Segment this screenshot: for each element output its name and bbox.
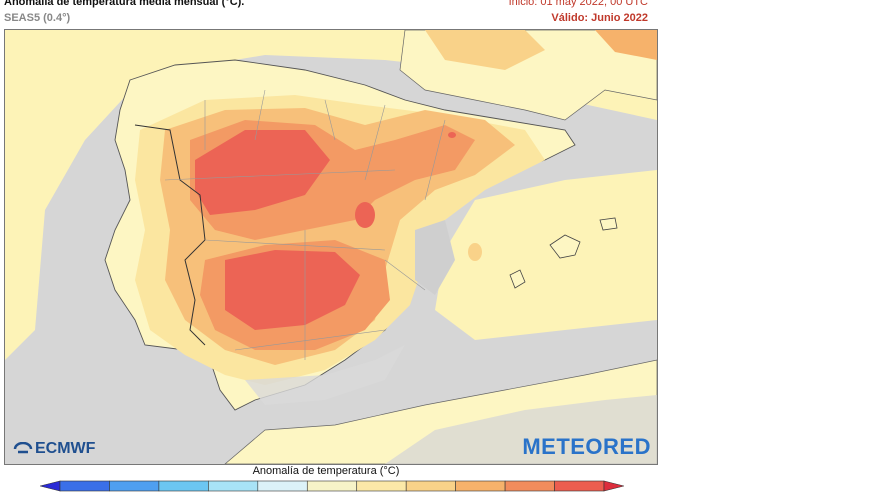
colorbar-segment bbox=[158, 480, 209, 492]
colorbar-title: Anomalía de temperatura (°C) bbox=[252, 465, 400, 477]
neutral-east-coast bbox=[415, 220, 455, 295]
colorbar-segment bbox=[455, 480, 506, 492]
colorbar-min-arrow bbox=[40, 480, 61, 492]
anomaly-map: ECMWF METEORED bbox=[4, 29, 658, 465]
neutral-south-coast bbox=[245, 345, 405, 405]
start-date: Inicio: 01 may 2022, 00 UTC bbox=[508, 0, 648, 8]
meteored-logo: METEORED bbox=[522, 434, 651, 459]
colorbar-segment bbox=[109, 480, 160, 492]
model-subtitle: SEAS5 (0.4°) bbox=[4, 12, 71, 24]
colorbar-segment bbox=[257, 480, 308, 492]
mediterranean-anomaly-spot bbox=[468, 243, 482, 261]
ecmwf-logo: ECMWF bbox=[13, 440, 95, 458]
anomaly-max-southcentral bbox=[225, 250, 360, 330]
valid-date: Válido: Junio 2022 bbox=[551, 12, 648, 24]
colorbar-segment bbox=[59, 480, 110, 492]
mallorca-island bbox=[549, 234, 581, 259]
colorbar-segment bbox=[306, 480, 358, 492]
colorbar bbox=[40, 480, 624, 492]
anomaly-max-northwest bbox=[195, 130, 330, 215]
anomaly-max-ebro bbox=[448, 132, 456, 138]
menorca-island bbox=[599, 217, 618, 231]
ecmwf-symbol-icon bbox=[13, 442, 33, 454]
mediterranean-anomaly-band bbox=[435, 170, 657, 340]
colorbar-segment bbox=[504, 480, 555, 492]
colorbar-segment bbox=[208, 480, 259, 492]
anomaly-max-center bbox=[355, 202, 375, 228]
france-anomaly bbox=[425, 30, 545, 70]
colorbar-segment bbox=[554, 480, 605, 492]
ibiza-island bbox=[509, 269, 526, 289]
region-borders bbox=[164, 89, 446, 360]
map-title: Anomalía de temperatura media mensual (°… bbox=[4, 0, 245, 8]
atlas-neutral bbox=[385, 395, 657, 464]
ecmwf-logo-text: ECMWF bbox=[35, 440, 96, 457]
colorbar-segment bbox=[405, 480, 456, 492]
france-east-anomaly bbox=[595, 30, 657, 60]
colorbar-segment bbox=[356, 480, 407, 492]
colorbar-max-arrow bbox=[603, 480, 624, 492]
